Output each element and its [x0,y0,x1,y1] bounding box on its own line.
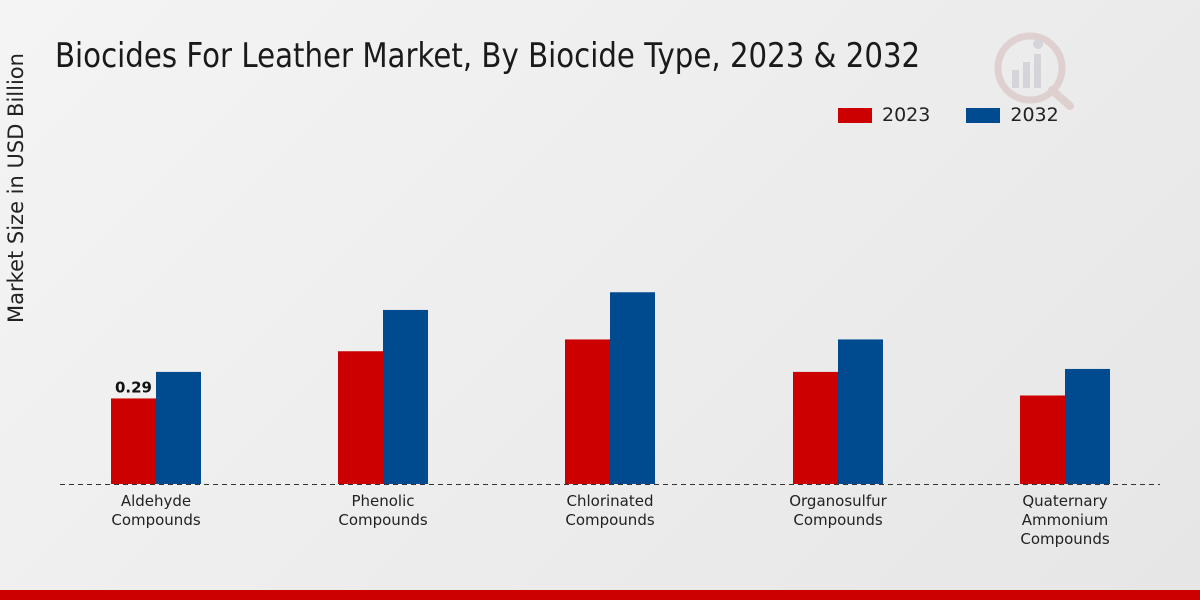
legend-label-2032: 2032 [1010,104,1059,126]
bar-2023-4 [1020,395,1065,484]
x-tick-label: Compounds [338,511,427,529]
x-tick-label: Organosulfur [789,492,887,510]
bar-2032-2 [610,292,655,484]
legend-swatch-2032 [966,107,1001,123]
footer-bar [0,590,1200,600]
data-label: 0.29 [115,378,152,396]
bar-2023-1 [338,351,383,484]
x-tick-label: Compounds [793,511,882,529]
x-tick-label: Chlorinated [567,492,654,510]
legend-item-2023: 2023 [838,104,930,126]
bar-2023-2 [565,339,610,484]
bar-2032-3 [838,339,883,484]
bar-2032-0 [156,371,201,484]
bar-2032-1 [383,309,428,484]
x-tick-label: Ammonium [1022,511,1108,529]
x-tick-label: Phenolic [351,492,414,510]
legend-label-2023: 2023 [882,104,931,126]
legend: 2023 2032 [838,104,1059,126]
x-tick-label: Aldehyde [121,492,191,510]
x-tick-label: Compounds [111,511,200,529]
bar-2023-3 [793,371,838,484]
bar-2032-4 [1065,368,1110,484]
chart-title: Biocides For Leather Market, By Biocide … [55,36,921,76]
legend-item-2032: 2032 [966,104,1059,126]
market-research-logo-icon [994,32,1074,110]
bar-2023-0 [111,398,156,484]
legend-swatch-2023 [838,107,872,123]
x-tick-label: Compounds [565,511,654,529]
x-tick-label: Quaternary [1022,492,1107,510]
x-tick-label: Compounds [1020,530,1109,548]
